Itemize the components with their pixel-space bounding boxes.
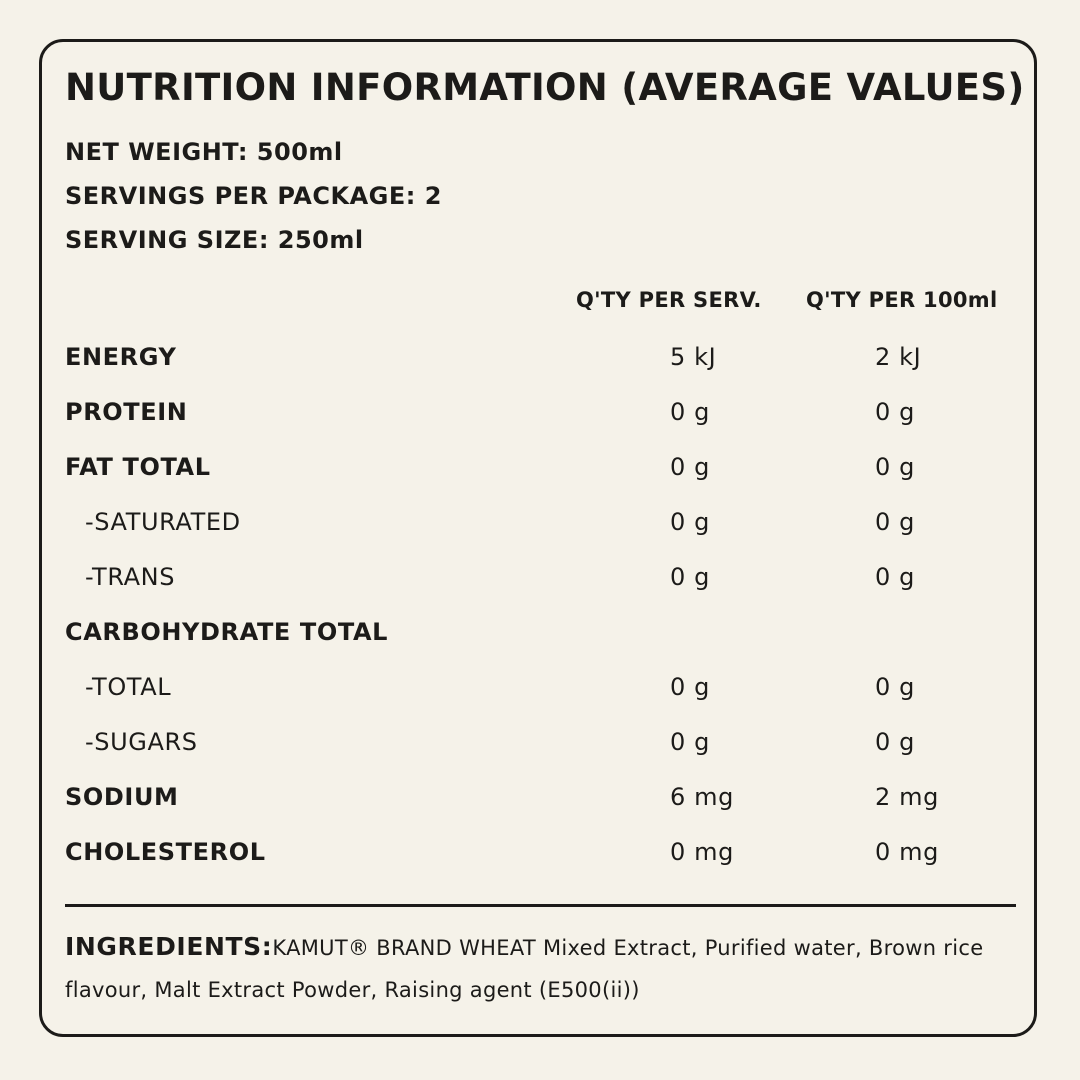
nutrient-row-sodium: SODIUM 6 mg 2 mg xyxy=(65,779,1015,815)
value-per-100ml: 2 mg xyxy=(875,783,939,811)
value-per-serving: 0 g xyxy=(670,508,710,536)
nutrient-name: ENERGY xyxy=(65,343,177,371)
nutrient-row-trans: -TRANS 0 g 0 g xyxy=(65,559,1015,595)
value-per-100ml: 0 g xyxy=(875,728,915,756)
value-per-serving: 0 g xyxy=(670,673,710,701)
nutrient-name: CHOLESTEROL xyxy=(65,838,266,866)
nutrient-row-carbohydrate-total: CARBOHYDRATE TOTAL xyxy=(65,614,1015,650)
nutrient-row-saturated: -SATURATED 0 g 0 g xyxy=(65,504,1015,540)
value-per-serving: 0 g xyxy=(670,453,710,481)
value-per-serving: 0 mg xyxy=(670,838,734,866)
ingredients-text: KAMUT® BRAND WHEAT Mixed Extract, Purifi… xyxy=(65,936,984,1002)
ingredients: INGREDIENTS:KAMUT® BRAND WHEAT Mixed Ext… xyxy=(65,926,1005,1011)
value-per-100ml: 0 g xyxy=(875,453,915,481)
value-per-100ml: 0 g xyxy=(875,673,915,701)
column-header-per-serving: Q'TY PER SERV. xyxy=(576,288,762,312)
divider xyxy=(65,904,1016,907)
value-per-serving: 5 kJ xyxy=(670,343,717,371)
value-per-100ml: 0 g xyxy=(875,563,915,591)
net-weight: NET WEIGHT: 500ml xyxy=(65,138,343,166)
nutrient-name: -TOTAL xyxy=(85,673,172,701)
nutrient-name: -TRANS xyxy=(85,563,176,591)
value-per-100ml: 0 g xyxy=(875,508,915,536)
nutrient-name: PROTEIN xyxy=(65,398,188,426)
ingredients-label: INGREDIENTS: xyxy=(65,932,273,961)
page-title: NUTRITION INFORMATION (AVERAGE VALUES) xyxy=(65,66,1025,109)
value-per-100ml: 0 g xyxy=(875,398,915,426)
nutrient-name: -SATURATED xyxy=(85,508,241,536)
nutrient-name: FAT TOTAL xyxy=(65,453,211,481)
serving-size: SERVING SIZE: 250ml xyxy=(65,226,364,254)
value-per-100ml: 0 mg xyxy=(875,838,939,866)
servings-per-package: SERVINGS PER PACKAGE: 2 xyxy=(65,182,442,210)
value-per-serving: 0 g xyxy=(670,728,710,756)
nutrient-row-energy: ENERGY 5 kJ 2 kJ xyxy=(65,339,1015,375)
value-per-serving: 0 g xyxy=(670,398,710,426)
nutrition-panel xyxy=(39,39,1037,1037)
nutrient-row-protein: PROTEIN 0 g 0 g xyxy=(65,394,1015,430)
value-per-100ml: 2 kJ xyxy=(875,343,922,371)
nutrient-row-fat-total: FAT TOTAL 0 g 0 g xyxy=(65,449,1015,485)
column-header-per-100ml: Q'TY PER 100ml xyxy=(806,288,998,312)
nutrient-row-sugars: -SUGARS 0 g 0 g xyxy=(65,724,1015,760)
value-per-serving: 0 g xyxy=(670,563,710,591)
value-per-serving: 6 mg xyxy=(670,783,734,811)
nutrient-name: -SUGARS xyxy=(85,728,198,756)
nutrient-name: SODIUM xyxy=(65,783,179,811)
nutrient-row-cholesterol: CHOLESTEROL 0 mg 0 mg xyxy=(65,834,1015,870)
nutrient-row-carb-total: -TOTAL 0 g 0 g xyxy=(65,669,1015,705)
nutrient-name: CARBOHYDRATE TOTAL xyxy=(65,618,389,646)
